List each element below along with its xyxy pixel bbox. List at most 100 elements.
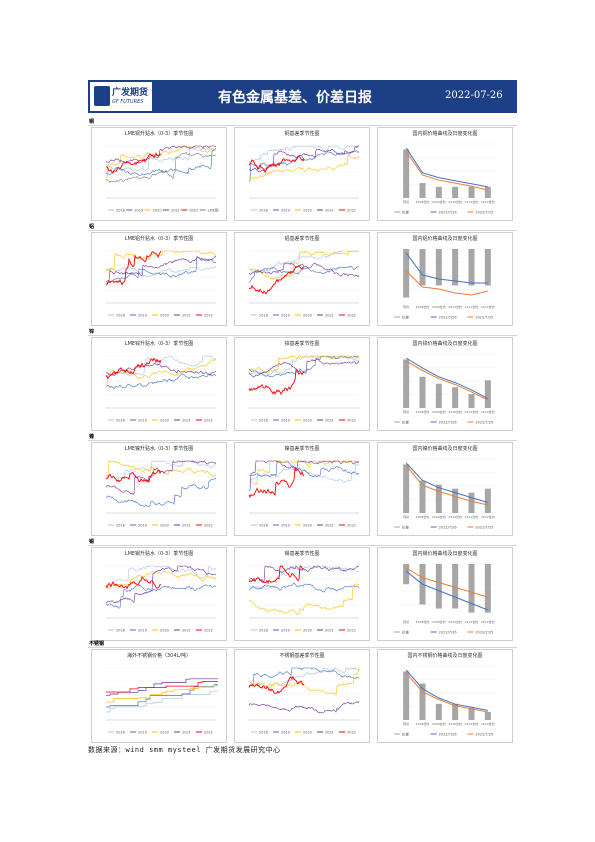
series-line-2019 <box>248 265 360 283</box>
series-line-2018 <box>248 667 360 689</box>
price-line-2022/7/26 <box>405 669 488 711</box>
chart-svg: 2018 2019 2020 2021 2022 <box>105 250 217 318</box>
series-line-2019 <box>105 147 217 177</box>
category-label: 2208合约 <box>416 514 430 519</box>
bar-2211合约 <box>468 186 475 198</box>
series-line-2021 <box>105 256 216 282</box>
chart-svg: 2018 2019 2020 2021 2022 <box>106 667 218 735</box>
legend-label: 2022/7/25 <box>475 631 493 635</box>
legend-label: 2021 <box>325 629 334 633</box>
legend-label: 2019 <box>138 314 147 318</box>
legend-label: 2019 <box>138 731 147 735</box>
bar-2209合约 <box>435 703 442 720</box>
series-line-2018 <box>105 565 217 586</box>
price-line-2022/7/26 <box>405 462 488 503</box>
chart-svg: 2018 2019 2020 2021 2022 LME铜 <box>105 145 219 213</box>
legend-label: LME铜 <box>208 208 219 213</box>
legend-label: 价差 <box>402 525 410 530</box>
chart-svg: 2018 2019 2020 2021 2022 <box>105 355 217 423</box>
chart-panel: 现货 2208合约 2209合约 2210合约 2211合约 2212合约 价差 2022/7… <box>377 232 513 326</box>
chart-panel: 现货 2208合约 2209合约 2210合约 2211合约 2212合约 价差 2022/7… <box>377 547 513 641</box>
category-label: 2211合约 <box>465 304 479 309</box>
chart-svg: 2018 2019 2020 2021 2022 <box>248 355 360 423</box>
legend-label: 2020 <box>160 629 169 633</box>
bar-2208合约 <box>419 480 426 513</box>
bar-2211合约 <box>468 394 475 408</box>
bar-2212合约 <box>484 564 491 613</box>
category-label: 2212合约 <box>481 304 495 309</box>
legend-label: 价差 <box>402 315 410 320</box>
series-line-2019 <box>105 373 217 390</box>
report-date: 2022-07-26 <box>445 90 503 101</box>
chart-panel: 2018 2019 2020 2021 2022 LME镍升贴水（0-3）季节性图 <box>91 442 227 536</box>
legend-label: 2020 <box>160 524 169 528</box>
category-label: 2209合约 <box>432 514 446 519</box>
series-line-2020 <box>105 250 217 272</box>
legend-label: 2021 <box>325 209 334 213</box>
series-line-2022 <box>248 466 305 499</box>
section-label: 铝 <box>89 224 95 230</box>
category-label: 2210合约 <box>448 199 462 204</box>
legend-label: 2020 <box>153 209 162 213</box>
category-label: 2209合约 <box>432 619 446 624</box>
series-line-2019 <box>248 355 360 378</box>
category-label: 现货 <box>403 514 409 519</box>
bar-2209合约 <box>435 249 442 286</box>
category-label: 2210合约 <box>448 514 462 519</box>
category-label: 2208合约 <box>416 619 430 624</box>
legend-label: 2022 <box>204 314 213 318</box>
series-line-2020 <box>105 145 217 178</box>
series-line-2021 <box>248 460 360 491</box>
series-line-2020 <box>248 667 360 696</box>
series-line-2019 <box>106 684 218 708</box>
series-line-2021 <box>105 565 217 604</box>
section-label: 不锈钢 <box>89 641 105 647</box>
legend-label: 2022 <box>347 629 356 633</box>
series-line-2020 <box>105 570 217 589</box>
legend-label: 2020 <box>303 524 312 528</box>
bar-现货 <box>403 359 410 408</box>
chart-title: 国内锌价格曲线及日度变化图 <box>412 341 478 347</box>
bar-2208合约 <box>419 683 426 720</box>
legend-label: 2022/7/25 <box>475 526 493 530</box>
legend-label: 2018 <box>259 629 268 633</box>
chart-title: 国内镍价格曲线及日度变化图 <box>412 446 478 452</box>
category-label: 2211合约 <box>465 721 479 726</box>
legend-label: 2021 <box>182 731 191 735</box>
series-line-2020 <box>248 583 360 615</box>
legend-label: 2019 <box>281 629 290 633</box>
section-divider <box>88 545 517 546</box>
chart-panel: 2018 2019 2020 2021 2022 铝基差季节性图 <box>234 232 370 326</box>
chart-title: 锡基差季节性图 <box>284 551 320 557</box>
section-label: 锡 <box>89 539 95 545</box>
category-label: 2212合约 <box>481 409 495 414</box>
bar-2208合约 <box>419 376 426 408</box>
price-line-2022/7/26 <box>405 570 488 611</box>
bar-2211合约 <box>468 249 475 286</box>
chart-panel: 2018 2019 2020 2021 2022 LME铝升贴水（0-3）季节性图 <box>91 232 227 326</box>
section-不锈钢: 不锈钢 2018 2019 2020 2021 2022 海外不锈钢价格（304L/吨） 20… <box>88 640 517 744</box>
legend-label: 2022/7/26 <box>439 526 457 530</box>
bar-2209合约 <box>435 186 442 198</box>
price-line-2022/7/25 <box>405 567 488 598</box>
section-镍: 镍 2018 2019 2020 2021 2022 LME镍升贴水（0-3）季节性图 201… <box>88 433 517 537</box>
series-line-2020 <box>248 460 360 485</box>
series-line-2020 <box>248 154 360 180</box>
series-line-2018 <box>248 565 360 590</box>
legend-label: 2019 <box>138 629 147 633</box>
category-label: 2208合约 <box>416 304 430 309</box>
chart-panel: 2018 2019 2020 2021 2022 LME锌升贴水（0-3）季节性图 <box>91 337 227 431</box>
legend-label: 2019 <box>281 731 290 735</box>
legend-label: 2019 <box>281 209 290 213</box>
bar-现货 <box>403 464 410 513</box>
legend-label: 2020 <box>160 419 169 423</box>
legend-label: 2018 <box>116 524 125 528</box>
legend-label: 2018 <box>116 419 125 423</box>
series-line-2022 <box>105 470 162 484</box>
legend-label: 2020 <box>303 629 312 633</box>
section-铝: 铝 2018 2019 2020 2021 2022 LME铝升贴水（0-3）季节性图 201… <box>88 223 517 327</box>
category-label: 2212合约 <box>481 721 495 726</box>
series-line-2022 <box>248 155 305 173</box>
legend-label: 2018 <box>259 419 268 423</box>
